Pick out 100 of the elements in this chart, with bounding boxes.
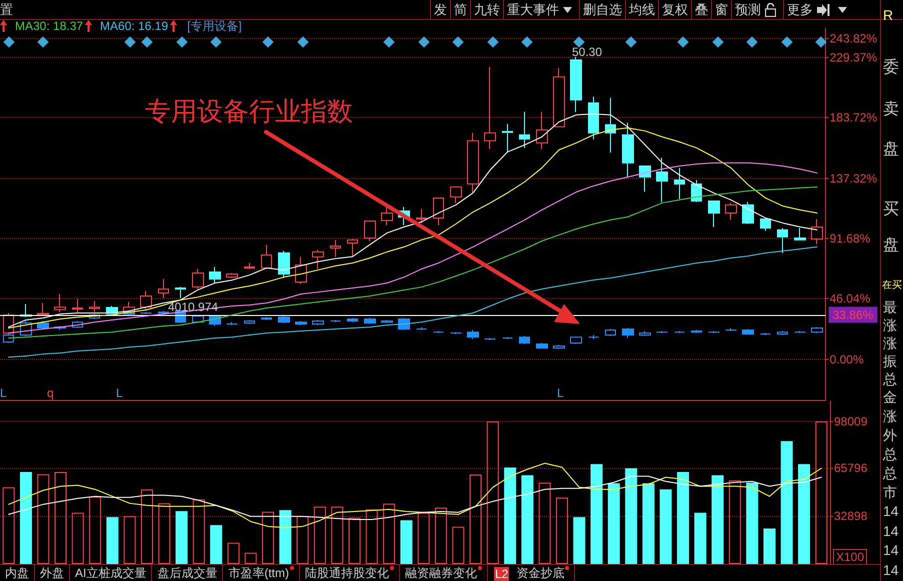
text: 盘 [883,237,899,254]
candlestick [364,220,376,242]
bar [521,475,534,564]
text: MA30: 18.37 [15,19,84,33]
y-tick-label: 32898 [834,509,868,524]
text: 振 [883,353,897,369]
candlestick [89,300,100,313]
bar [140,489,153,564]
text: 最 [883,299,897,315]
bar [158,503,170,564]
candlestick [347,317,358,323]
bar [176,511,188,564]
text: 总 [883,465,897,481]
text: 14 [883,562,899,578]
candlestick [794,227,806,240]
bar [72,512,84,564]
text: 复权 [662,0,688,18]
y-tick-label: 98009 [834,414,868,428]
candlestick [760,332,771,336]
candlestick [811,218,823,245]
y-tick-label: 65796 [834,461,868,476]
text: 内盘 [5,565,29,581]
candlestick [656,157,668,203]
candlestick [398,317,410,330]
bar [590,464,603,564]
candlestick [244,319,255,325]
bar [470,474,482,564]
text: 删自选 [583,0,622,18]
candlestick [777,330,788,336]
annotation: L [0,386,7,400]
candlestick [639,330,651,337]
text: 简 [454,0,467,18]
ref-line-label: 33.86% [832,308,874,322]
candlestick [639,165,651,192]
candlestick [347,238,358,258]
text: 14 [883,542,899,558]
text: 卖 [883,101,899,118]
bar [728,480,741,564]
candlestick [742,202,754,225]
bar [383,504,396,564]
bar [712,475,724,564]
text: 委 [883,59,899,76]
text: 盘后成交量 [157,565,218,581]
annotation: 50.30 [572,45,602,59]
candlestick [192,268,204,290]
candlestick [656,330,668,334]
text: 发 [434,0,447,18]
candlestick [570,56,582,113]
annotation: [专用设备] [187,18,242,34]
candlestick [502,123,513,154]
annotation: L [557,386,564,400]
line-series [8,162,818,334]
bar [625,468,638,564]
annotation: L [116,386,123,400]
text: 涨 [883,335,897,351]
text: 14 [883,523,899,539]
text: 更多 [787,0,813,18]
text: 涨 [883,317,897,333]
bar [694,512,706,564]
candlestick [158,310,169,315]
candlestick [261,316,272,320]
text: 均线 [629,0,655,18]
candlestick [330,239,341,258]
candlestick [175,286,186,298]
candlestick [742,328,754,335]
candlestick [484,338,496,340]
candlestick [37,302,49,317]
line-series [8,186,818,338]
candlestick [588,96,599,140]
bar [210,525,222,564]
bar [244,552,257,564]
candlestick [433,197,444,226]
text: 涨 [883,408,897,424]
annotation: 4010.974 [168,300,218,314]
bar [348,518,360,564]
candlestick [433,330,444,334]
bar [452,526,464,564]
y-tick-label: 183.72% [830,110,878,124]
text: 总 [883,446,897,462]
candlestick [553,68,565,128]
bar [504,468,516,564]
bar [89,496,102,564]
bar [314,506,326,564]
candlestick [450,186,462,204]
bar [400,520,412,564]
candlestick [226,322,238,326]
bar [780,441,793,564]
text: 叠 [695,0,708,18]
text: AI立桩成交量 [75,565,146,581]
text: 重大事件 [507,0,559,18]
candlestick [261,244,272,270]
bar [106,517,118,564]
candlestick [605,97,616,154]
text: 金 [883,389,897,405]
bar [660,489,672,564]
bar [434,508,447,564]
candlestick [484,66,496,150]
y-tick-label: 0.00% [830,352,864,366]
candlestick [54,294,66,313]
candlestick [416,326,427,330]
